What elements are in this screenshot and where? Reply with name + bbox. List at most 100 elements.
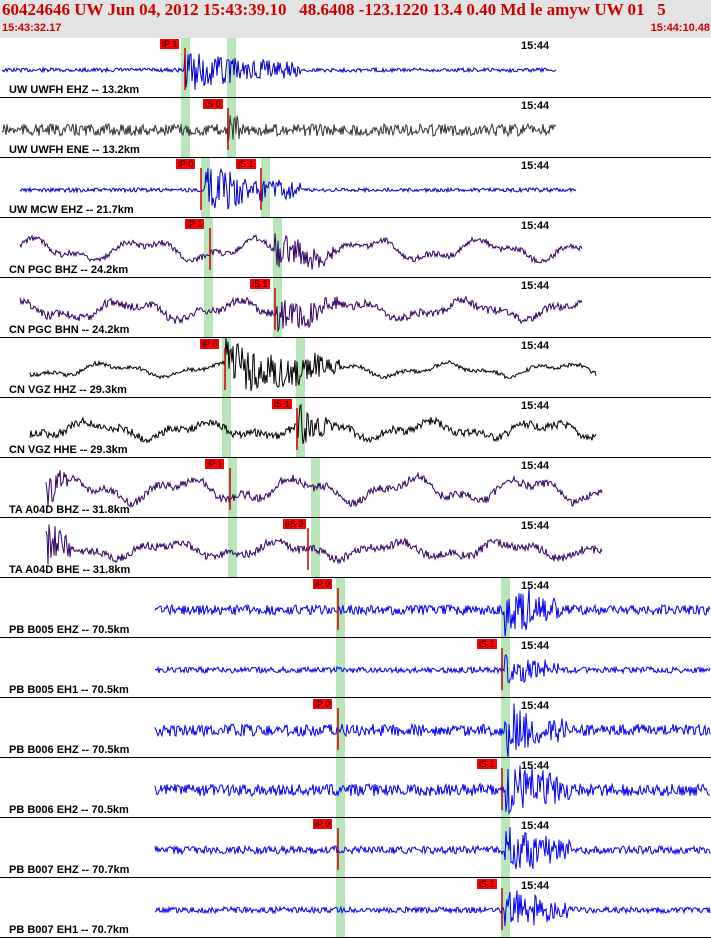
phase-pick-tag[interactable]: eS 2: [283, 519, 306, 529]
trace-panel-6: [0, 337, 711, 398]
predicted-arrival-band: [222, 338, 231, 398]
minute-mark: 15:44: [521, 700, 550, 712]
phase-pick-tag[interactable]: iP 1: [185, 219, 205, 229]
trace-panel-12: [0, 698, 711, 759]
predicted-arrival-band: [336, 818, 345, 878]
phase-pick-tag[interactable]: iS 1: [477, 879, 497, 889]
seismogram-panels: [0, 38, 711, 938]
channel-label: PB B005 EH1 -- 70.5km: [9, 684, 129, 696]
minute-mark: 15:44: [521, 100, 550, 112]
predicted-arrival-band: [201, 158, 210, 218]
waveform-trace: [154, 765, 711, 815]
phase-pick-tag[interactable]: iP 0: [176, 159, 196, 169]
predicted-arrival-band: [501, 878, 510, 938]
predicted-arrival-band: [501, 638, 510, 698]
waveform-trace: [29, 403, 597, 445]
minute-mark: 15:44: [521, 640, 550, 652]
predicted-arrival-band: [501, 698, 510, 758]
channel-label: PB B006 EH2 -- 70.5km: [9, 804, 129, 816]
waveform-trace: [19, 295, 583, 332]
predicted-arrival-band: [336, 578, 345, 638]
waveform-trace: [1, 53, 557, 90]
trace-panel-8: [0, 458, 711, 518]
waveform-trace: [45, 470, 603, 508]
phase-pick-tag[interactable]: iP 1: [160, 39, 180, 49]
phase-pick-tag[interactable]: iS 1: [236, 159, 256, 169]
predicted-arrival-band: [311, 518, 320, 578]
trace-panel-4: [0, 218, 711, 278]
channel-label: UW MCW EHZ -- 21.7km: [9, 204, 134, 216]
predicted-arrival-band: [204, 278, 213, 338]
waveform-trace: [29, 337, 597, 391]
waveform-trace: [1, 115, 557, 143]
trace-panel-11: [0, 638, 711, 698]
predicted-arrival-band: [228, 458, 237, 518]
trace-panel-2: [0, 98, 711, 158]
channel-label: CN PGC BHN -- 24.2km: [9, 324, 130, 336]
minute-mark: 15:44: [521, 760, 550, 772]
phase-pick-tag[interactable]: iP 0: [313, 579, 333, 589]
minute-mark: 15:44: [521, 340, 550, 352]
minute-mark: 15:44: [521, 160, 550, 172]
minute-mark: 15:44: [521, 40, 550, 52]
waveform-trace: [154, 890, 711, 927]
predicted-arrival-band: [204, 218, 213, 278]
predicted-arrival-band: [227, 98, 236, 158]
channel-label: UW UWFH ENE -- 13.2km: [9, 144, 140, 156]
trace-panel-13: [0, 758, 711, 818]
channel-label: TA A04D BHE -- 31.8km: [9, 564, 131, 576]
waveform-trace: [19, 233, 583, 270]
trace-panel-1: [0, 38, 711, 98]
minute-mark: 15:44: [521, 580, 550, 592]
phase-pick-tag[interactable]: iS 0: [203, 99, 223, 109]
waveform-trace: [45, 524, 603, 565]
phase-pick-tag[interactable]: iP 0: [313, 819, 333, 829]
minute-mark: 15:44: [521, 460, 550, 472]
channel-label: CN VGZ HHZ -- 29.3km: [9, 384, 127, 396]
channel-label: CN PGC BHZ -- 24.2km: [9, 264, 129, 276]
trace-panel-5: [0, 278, 711, 338]
trace-panel-7: [0, 398, 711, 458]
phase-pick-tag[interactable]: iS 1: [272, 399, 292, 409]
trace-panel-9: [0, 518, 711, 578]
event-title: 60424646 UW Jun 04, 2012 15:43:39.10 48.…: [2, 0, 666, 19]
phase-pick-tag[interactable]: iP 0: [313, 699, 333, 709]
predicted-arrival-band: [501, 758, 510, 818]
trace-panel-14: [0, 818, 711, 878]
phase-pick-tag[interactable]: iS 1: [477, 759, 497, 769]
channel-label: TA A04D BHZ -- 31.8km: [9, 504, 130, 516]
minute-mark: 15:44: [521, 220, 550, 232]
minute-mark: 15:44: [521, 820, 550, 832]
predicted-arrival-band: [296, 338, 305, 398]
predicted-arrival-band: [228, 518, 237, 578]
waveform-trace: [19, 167, 577, 210]
channel-label: CN VGZ HHE -- 29.3km: [9, 444, 128, 456]
waveform-trace: [154, 827, 711, 869]
channel-label: PB B005 EHZ -- 70.5km: [9, 624, 130, 636]
predicted-arrival-band: [227, 38, 236, 98]
phase-pick-tag[interactable]: iS 1: [477, 639, 497, 649]
waveform-trace: [154, 588, 711, 637]
minute-mark: 15:44: [521, 280, 550, 292]
seismogram-header: 60424646 UW Jun 04, 2012 15:43:39.10 48.…: [0, 0, 711, 38]
channel-label: PB B006 EHZ -- 70.5km: [9, 744, 130, 756]
waveform-trace: [154, 653, 711, 684]
waveform-trace: [154, 703, 711, 759]
trace-panel-10: [0, 578, 711, 638]
minute-mark: 15:44: [521, 520, 550, 532]
predicted-arrival-band: [501, 578, 510, 638]
window-end-time: 15:44:10.48: [650, 22, 710, 34]
predicted-arrival-band: [336, 698, 345, 758]
trace-panel-3: [0, 158, 711, 218]
minute-mark: 15:44: [521, 400, 550, 412]
channel-label: PB B007 EH1 -- 70.7km: [9, 924, 129, 936]
phase-pick-tag[interactable]: iP 0: [200, 339, 220, 349]
predicted-arrival-band: [311, 458, 320, 518]
phase-pick-tag[interactable]: iS 1: [250, 279, 270, 289]
window-start-time: 15:43:32.17: [2, 22, 62, 34]
phase-pick-tag[interactable]: iP 1: [205, 459, 225, 469]
channel-label: UW UWFH EHZ -- 13.2km: [9, 84, 140, 96]
channel-label: PB B007 EHZ -- 70.7km: [9, 864, 130, 876]
predicted-arrival-band: [296, 398, 305, 458]
minute-mark: 15:44: [521, 880, 550, 892]
